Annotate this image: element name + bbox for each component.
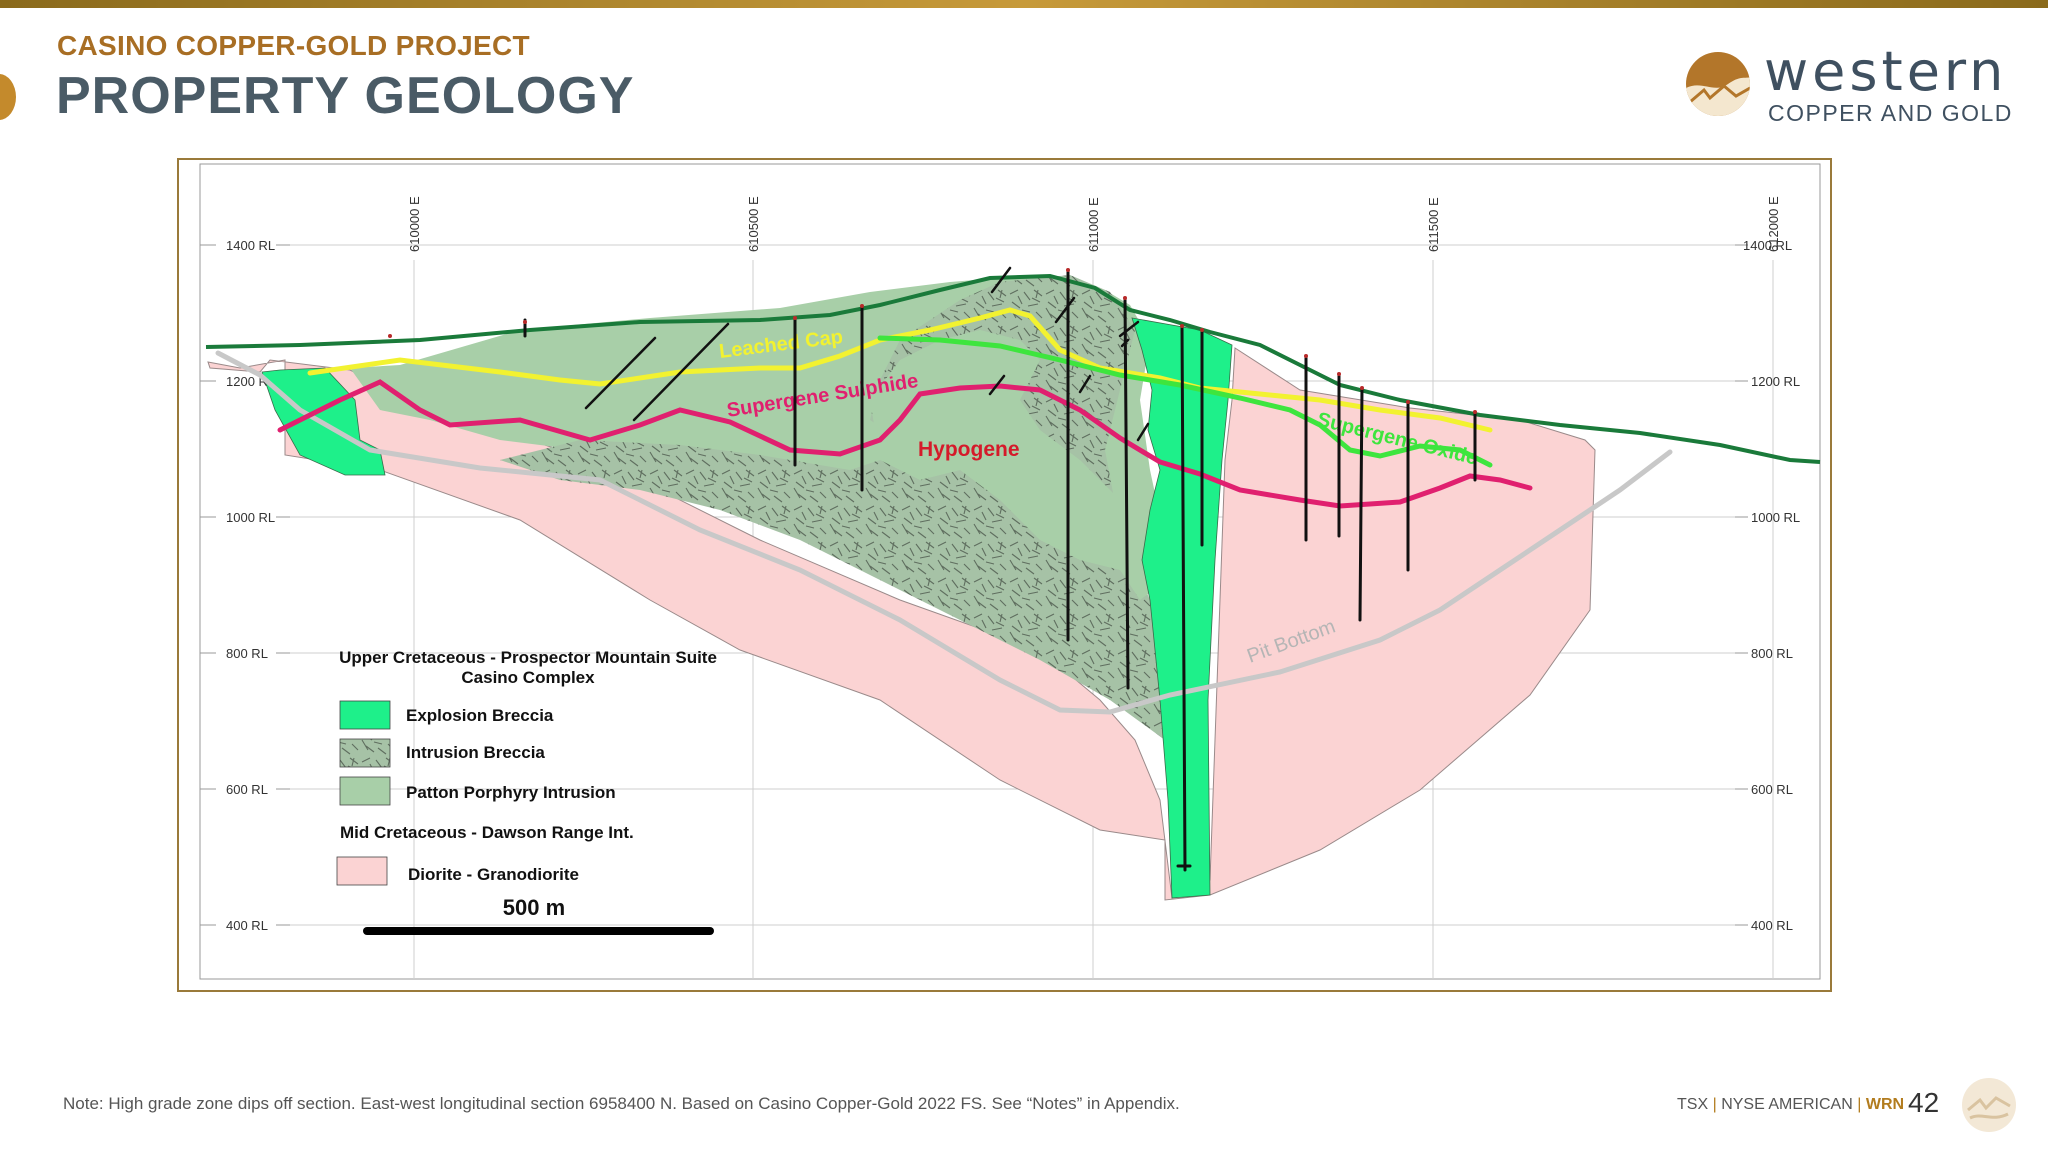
company-logo: western COPPER AND GOLD — [1684, 44, 2014, 134]
legend-group1-title: Upper Cretaceous - Prospector Mountain S… — [339, 648, 717, 667]
legend-swatch-intrusion-breccia — [339, 738, 391, 768]
easting-label: 612000 E — [1766, 196, 1781, 252]
elevation-label-right: 1200 RL — [1751, 374, 1800, 389]
easting-label: 610000 E — [407, 196, 422, 252]
pit-bottom-line — [215, 350, 1673, 715]
collar-markers — [388, 268, 1477, 414]
left-edge-decoration — [0, 74, 16, 120]
legend-swatch-explosion-breccia — [339, 700, 391, 730]
ticker-nyse: NYSE AMERICAN — [1721, 1096, 1853, 1113]
scale-bar-label: 500 m — [503, 895, 565, 920]
legend: Upper Cretaceous - Prospector Mountain S… — [336, 648, 717, 935]
elevation-label: 1000 RL — [226, 510, 275, 525]
hypogene-label: Hypogene — [918, 438, 1020, 461]
exchange-tickers: TSX | NYSE AMERICAN | WRN — [1677, 1096, 1904, 1114]
top-accent-bar — [0, 0, 2048, 8]
elevation-label: 600 RL — [226, 782, 268, 797]
explosion-breccia-pipe — [1131, 317, 1233, 899]
ticker-tsx: TSX — [1677, 1096, 1709, 1113]
supergene-sulphide-line — [277, 379, 1533, 509]
legend-swatch-diorite — [336, 856, 388, 886]
legend-group2-title: Mid Cretaceous - Dawson Range Int. — [340, 823, 634, 842]
elevation-label: 1400 RL — [226, 238, 275, 253]
logo-wordmark: western — [1764, 40, 2008, 103]
hypogene-porphyry-core — [870, 330, 1160, 600]
easting-label: 611500 E — [1426, 197, 1441, 252]
legend-group1-subtitle: Casino Complex — [461, 668, 595, 687]
elevation-label-right: 1400 RL — [1743, 238, 1792, 253]
elevation-label-right: 600 RL — [1751, 782, 1793, 797]
legend-label: Diorite - Granodiorite — [408, 865, 579, 884]
legend-label: Explosion Breccia — [406, 706, 554, 725]
plot-border — [199, 163, 1821, 980]
elevation-label-right: 1000 RL — [1751, 510, 1800, 525]
topography-line — [205, 273, 1821, 464]
page-number: 42 — [1908, 1087, 1940, 1118]
supergene-oxide-line — [877, 335, 1493, 468]
drill-holes — [523, 268, 1477, 872]
ticker-wrn: WRN — [1865, 1096, 1905, 1113]
footnote: Note: High grade zone dips off section. … — [63, 1094, 1180, 1113]
easting-label: 611000 E — [1086, 197, 1101, 252]
elevation-label: 800 RL — [226, 646, 268, 661]
faults — [584, 266, 1150, 442]
legend-label: Patton Porphyry Intrusion — [406, 783, 616, 802]
elevation-label: 400 RL — [226, 918, 268, 933]
elevation-label-right: 400 RL — [1751, 918, 1793, 933]
slide-subtitle: CASINO COPPER-GOLD PROJECT — [57, 30, 530, 61]
logo-mark-icon — [1686, 52, 1750, 116]
logo-subtitle: COPPER AND GOLD — [1768, 100, 2013, 126]
leached-cap-line — [307, 307, 1493, 433]
ticker-separator: | — [1857, 1096, 1862, 1113]
footer-logo-icon — [1962, 1078, 2016, 1132]
easting-label: 610500 E — [746, 196, 761, 252]
ticker-separator: | — [1712, 1096, 1717, 1113]
slide-title: PROPERTY GEOLOGY — [56, 67, 635, 125]
legend-label: Intrusion Breccia — [406, 743, 545, 762]
elevation-label-right: 800 RL — [1751, 646, 1793, 661]
section-frame — [177, 158, 1832, 992]
legend-swatch-patton-porphyry — [339, 776, 391, 806]
